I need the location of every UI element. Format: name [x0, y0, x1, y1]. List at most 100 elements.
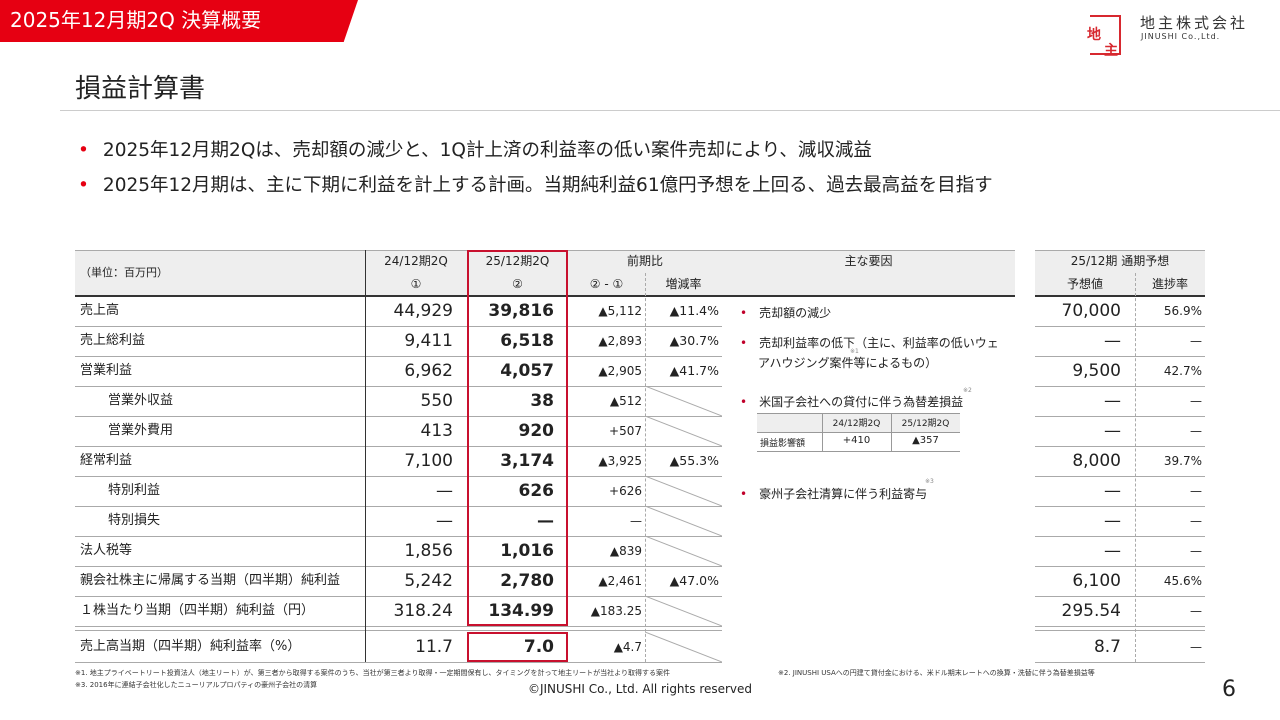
row-6-forecast-line — [1035, 506, 1205, 507]
row-4-progress: — — [1190, 424, 1202, 438]
section-header-bar: 2025年12月期2Q 決算概要 — [0, 0, 358, 42]
logo-name-en: JINUSHI Co.,Ltd. — [1141, 32, 1221, 41]
row-8-rate-na-slash — [645, 536, 722, 566]
row-10-curr: 134.99 — [488, 601, 554, 621]
row-9-line — [75, 596, 722, 597]
reason-4: • 豪州子会社清算に伴う利益寄与 — [740, 487, 928, 501]
row-6-line — [75, 506, 722, 507]
row-9-label: 親会社株主に帰属する当期（四半期）純利益 — [80, 573, 341, 588]
row-7-diff: — — [630, 514, 642, 528]
row-7-rate-na-slash — [645, 506, 722, 536]
row-7-progress: — — [1190, 514, 1202, 528]
col-prev-sub: ① — [410, 277, 422, 291]
col-forecast-group-header: 25/12期 通期予想 — [1070, 254, 1170, 268]
page-number: 6 — [1222, 677, 1236, 702]
row-2-forecast-line — [1035, 386, 1205, 387]
row-4-diff: +507 — [609, 424, 642, 438]
row-1-diff: ▲2,893 — [598, 334, 642, 348]
col-progress-header: 進捗率 — [1151, 277, 1188, 291]
row-8-label: 法人税等 — [80, 543, 133, 558]
row-10-label: １株当たり当期（四半期）純利益（円） — [80, 603, 315, 618]
row-4-forecast: — — [1104, 421, 1121, 441]
row-net-margin-progress: — — [1190, 640, 1202, 654]
footnote-1: ※1. 地主プライベートリート投資法人（地主リート）が、第三者から取得する案件の… — [75, 669, 670, 677]
logo-mark-top: 地 — [1087, 27, 1101, 43]
reason-2: • 売却利益率の低下（主に、利益率の低いウェ — [740, 336, 999, 350]
logo-mark-bottom: 主 — [1104, 43, 1118, 59]
row-4-curr: 920 — [518, 421, 555, 441]
fx-value-2: ▲357 — [912, 435, 939, 446]
row-3-rate-na-slash — [645, 386, 722, 416]
row-1-line — [75, 356, 722, 357]
row-6-prev: — — [436, 481, 453, 501]
row-8-forecast: — — [1104, 541, 1121, 561]
row-3-prev: 550 — [420, 391, 453, 411]
row-0-diff: ▲5,112 — [598, 304, 642, 318]
title-divider — [60, 110, 1280, 111]
row-9-forecast-line — [1035, 596, 1205, 597]
forecast-header-bottom-line — [1035, 295, 1205, 297]
row-0-forecast: 70,000 — [1061, 301, 1121, 321]
last-forecast-top-line — [1035, 630, 1205, 631]
row-7-forecast-line — [1035, 536, 1205, 537]
row-3-diff: ▲512 — [609, 394, 642, 408]
row-5-progress: 39.7% — [1163, 454, 1202, 468]
row-0-prev: 44,929 — [393, 301, 453, 321]
row-10-progress: — — [1190, 604, 1202, 618]
row-9-prev: 5,242 — [404, 571, 453, 591]
row-1-progress: — — [1190, 334, 1202, 348]
row-6-progress: — — [1190, 484, 1202, 498]
table-header-bg — [75, 250, 1015, 296]
row-8-line — [75, 566, 722, 567]
row-5-curr: 3,174 — [500, 451, 554, 471]
row-10-rate-na-slash — [645, 596, 722, 626]
logo-mark-frame — [1090, 15, 1121, 55]
col-reasons-header: 主な要因 — [844, 254, 893, 268]
fx-row-label: 損益影響額 — [760, 439, 806, 449]
row-9-diff: ▲2,461 — [598, 574, 642, 588]
row-1-forecast-line — [1035, 356, 1205, 357]
fx-value-1: +410 — [842, 435, 871, 446]
row-4-line — [75, 446, 722, 447]
row-1-rate: ▲30.7% — [669, 333, 719, 348]
row-8-forecast-line — [1035, 566, 1205, 567]
row-0-forecast-line — [1035, 326, 1205, 327]
col-rate-header: 増減率 — [665, 277, 702, 291]
fx-col-1: 24/12期2Q — [832, 419, 881, 429]
col-forecast-header: 予想値 — [1066, 277, 1103, 291]
row-2-forecast: 9,500 — [1072, 361, 1121, 381]
col-prev-header: 24/12期2Q — [384, 254, 448, 268]
note-ref-1: ※1 — [850, 348, 859, 355]
row-1-forecast: — — [1104, 331, 1121, 351]
row-7-label: 特別損失 — [108, 513, 161, 528]
diff-rate-divider — [645, 273, 646, 662]
row-6-label: 特別利益 — [108, 483, 161, 498]
row-5-prev: 7,100 — [404, 451, 453, 471]
prev-col-divider — [365, 250, 366, 662]
row-net-margin-diff: ▲4.7 — [613, 640, 642, 654]
footnote-3: ※3. 2016年に連結子会社化したニューリアルプロパティの豪州子会社の清算 — [75, 681, 318, 689]
forecast-header-bg — [1035, 250, 1205, 296]
row-9-progress: 45.6% — [1163, 574, 1202, 588]
row-5-rate: ▲55.3% — [669, 453, 719, 468]
row-2-rate: ▲41.7% — [669, 363, 719, 378]
copyright: ©JINUSHI Co., Ltd. All rights reserved — [527, 682, 753, 696]
col-curr-sub: ② — [512, 277, 523, 291]
row-8-progress: — — [1190, 544, 1202, 558]
row-7-prev: — — [436, 511, 453, 531]
row-9-curr: 2,780 — [500, 571, 554, 591]
row-net-margin-curr: 7.0 — [523, 637, 554, 657]
row-2-diff: ▲2,905 — [598, 364, 642, 378]
row-3-progress: — — [1190, 394, 1202, 408]
row-0-line — [75, 326, 722, 327]
row-10-forecast-line — [1035, 626, 1205, 627]
row-8-diff: ▲839 — [609, 544, 642, 558]
row-9-forecast: 6,100 — [1072, 571, 1121, 591]
row-4-rate-na-slash — [645, 416, 722, 446]
col-yoy-header: 前期比 — [626, 254, 663, 268]
row-1-curr: 6,518 — [500, 331, 554, 351]
row-4-label: 営業外費用 — [108, 423, 174, 438]
row-0-rate: ▲11.4% — [669, 303, 719, 318]
row-7-line — [75, 536, 722, 537]
row-3-forecast: — — [1104, 391, 1121, 411]
